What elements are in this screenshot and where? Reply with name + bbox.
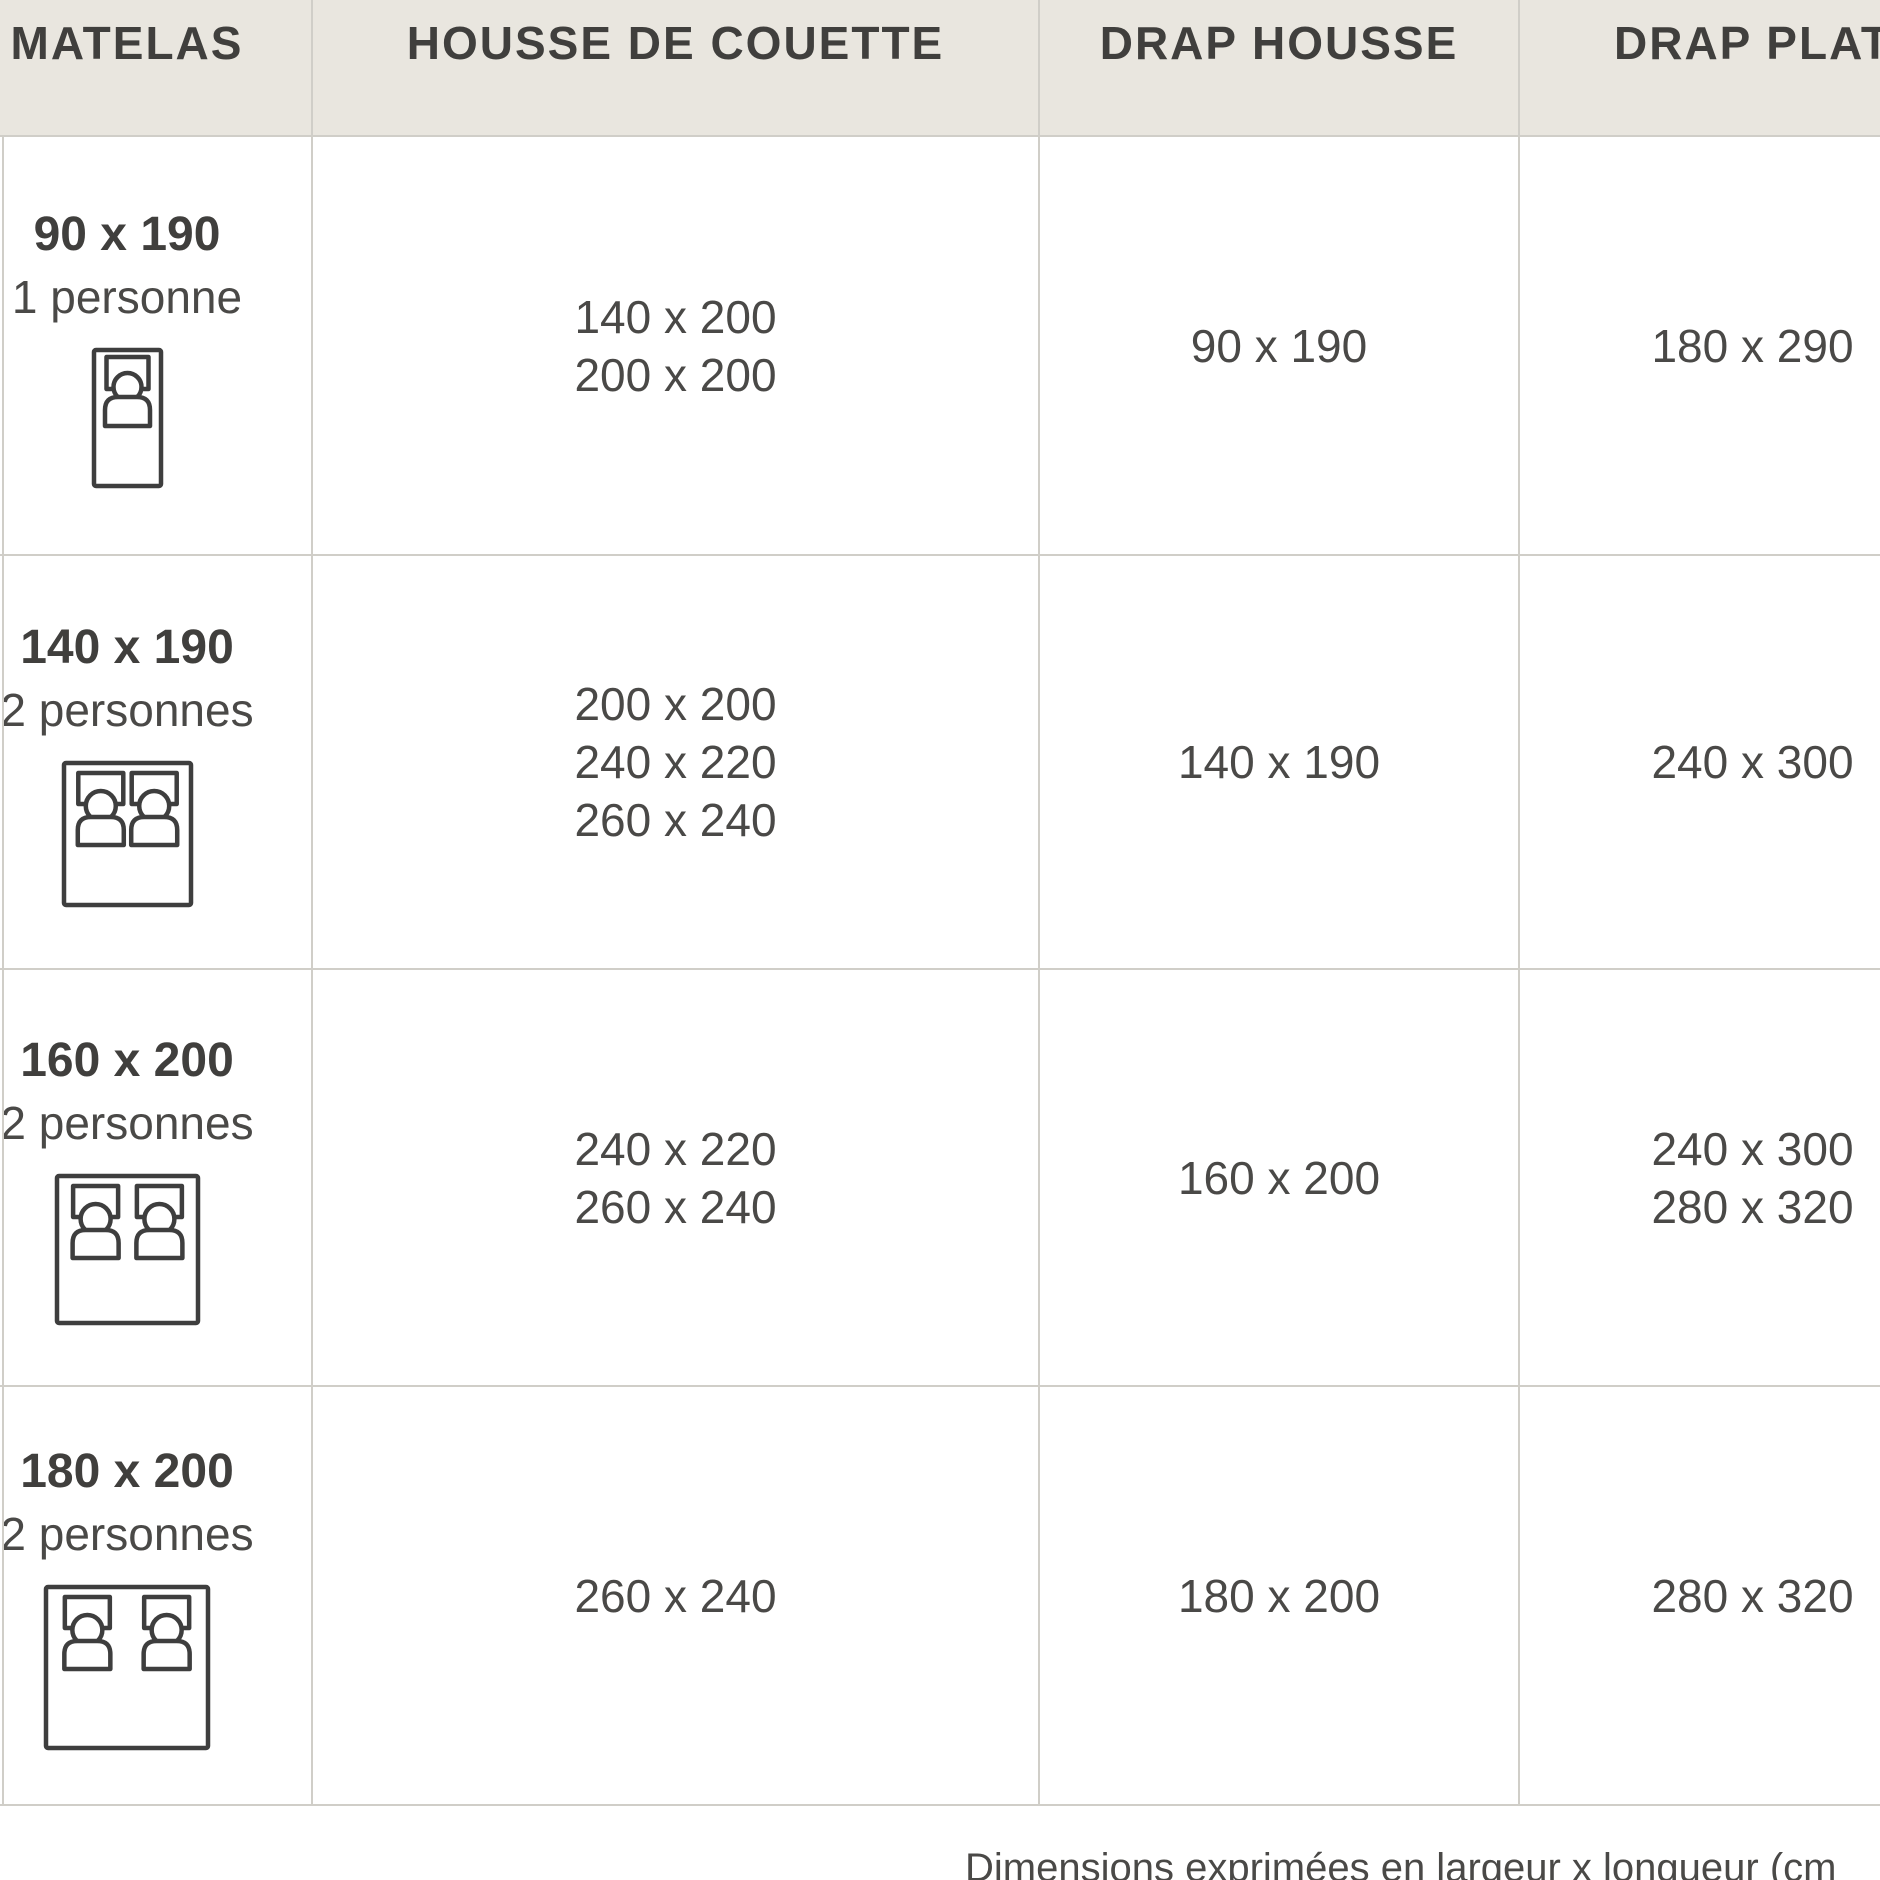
table-header-row: MATELAS HOUSSE DE COUETTE DRAP HOUSSE DR…: [0, 0, 1880, 137]
drap-housse-cell: 90 x 190: [1040, 137, 1520, 554]
size-value: 260 x 240: [574, 1180, 777, 1233]
size-value: 240 x 300: [1651, 736, 1854, 788]
size-value: 180 x 200: [1177, 1569, 1381, 1622]
column-header-matelas: MATELAS: [0, 0, 313, 135]
size-value: 140 x 190: [1177, 736, 1381, 788]
size-value: 160 x 200: [1177, 1151, 1381, 1204]
size-value: 260 x 240: [574, 794, 777, 846]
drap-plat-cell: 180 x 290: [1520, 137, 1880, 554]
drap-plat-cell: 240 x 300 280 x 320: [1520, 970, 1880, 1385]
housse-de-couette-cell: 140 x 200 200 x 200: [313, 137, 1040, 554]
drap-plat-cell: 280 x 320: [1520, 1387, 1880, 1804]
table-row: 90 x 190 1 personne 140 x 200 200 x 200 90 x…: [0, 137, 1880, 556]
size-value: 180 x 290: [1651, 319, 1854, 372]
size-value: 280 x 320: [1651, 1569, 1854, 1622]
table-row: 160 x 200 2 personnes 240 x 220 260 x 240 16…: [0, 970, 1880, 1387]
size-value: 240 x 220: [574, 1122, 777, 1175]
matelas-cell: 160 x 200 2 personnes: [0, 970, 313, 1385]
matelas-cell: 180 x 200 2 personnes: [0, 1387, 313, 1804]
bed-double-icon: [54, 1173, 201, 1326]
size-value: 140 x 200: [574, 290, 777, 343]
size-value: 260 x 240: [574, 1569, 777, 1622]
mattress-size-label: 160 x 200: [20, 1034, 234, 1087]
bed-double-icon: [43, 1584, 211, 1751]
matelas-cell: 90 x 190 1 personne: [0, 137, 313, 554]
capacity-label: 2 personnes: [0, 1508, 254, 1560]
mattress-size-label: 90 x 190: [33, 207, 221, 261]
size-value: 240 x 300: [1651, 1122, 1854, 1175]
drap-plat-cell: 240 x 300: [1520, 556, 1880, 968]
column-header-drap-housse: DRAP HOUSSE: [1040, 0, 1520, 135]
size-value: 90 x 190: [1190, 319, 1368, 372]
size-value: 280 x 320: [1651, 1180, 1854, 1233]
capacity-label: 2 personnes: [0, 684, 254, 736]
drap-housse-cell: 180 x 200: [1040, 1387, 1520, 1804]
column-header-housse-de-couette: HOUSSE DE COUETTE: [313, 0, 1040, 135]
table-row: 180 x 200 2 personnes 260 x 240 180 x 200 28…: [0, 1387, 1880, 1806]
size-value: 200 x 200: [574, 348, 777, 401]
bed-double-icon: [61, 760, 194, 908]
size-value: 200 x 200: [574, 678, 777, 730]
drap-housse-cell: 160 x 200: [1040, 970, 1520, 1385]
drap-housse-cell: 140 x 190: [1040, 556, 1520, 968]
table-row: 140 x 190 2 personnes 200 x 200 240 x 220 26…: [0, 556, 1880, 970]
size-value: 240 x 220: [574, 736, 777, 788]
mattress-size-label: 140 x 190: [20, 621, 234, 674]
capacity-label: 2 personnes: [0, 1097, 254, 1149]
housse-de-couette-cell: 240 x 220 260 x 240: [313, 970, 1040, 1385]
mattress-size-label: 180 x 200: [20, 1445, 234, 1498]
table-body: 90 x 190 1 personne 140 x 200 200 x 200 90 x…: [0, 137, 1880, 1806]
capacity-label: 1 personne: [11, 270, 243, 323]
matelas-cell: 140 x 190 2 personnes: [0, 556, 313, 968]
housse-de-couette-cell: 260 x 240: [313, 1387, 1040, 1804]
bed-single-icon: [91, 347, 164, 489]
table-left-border: [2, 137, 4, 1806]
size-guide-table: MATELAS HOUSSE DE COUETTE DRAP HOUSSE DR…: [0, 0, 1880, 1806]
dimensions-note: Dimensions exprimées en largeur x longue…: [965, 1846, 1837, 1880]
housse-de-couette-cell: 200 x 200 240 x 220 260 x 240: [313, 556, 1040, 968]
column-header-drap-plat: DRAP PLAT: [1614, 16, 1880, 69]
